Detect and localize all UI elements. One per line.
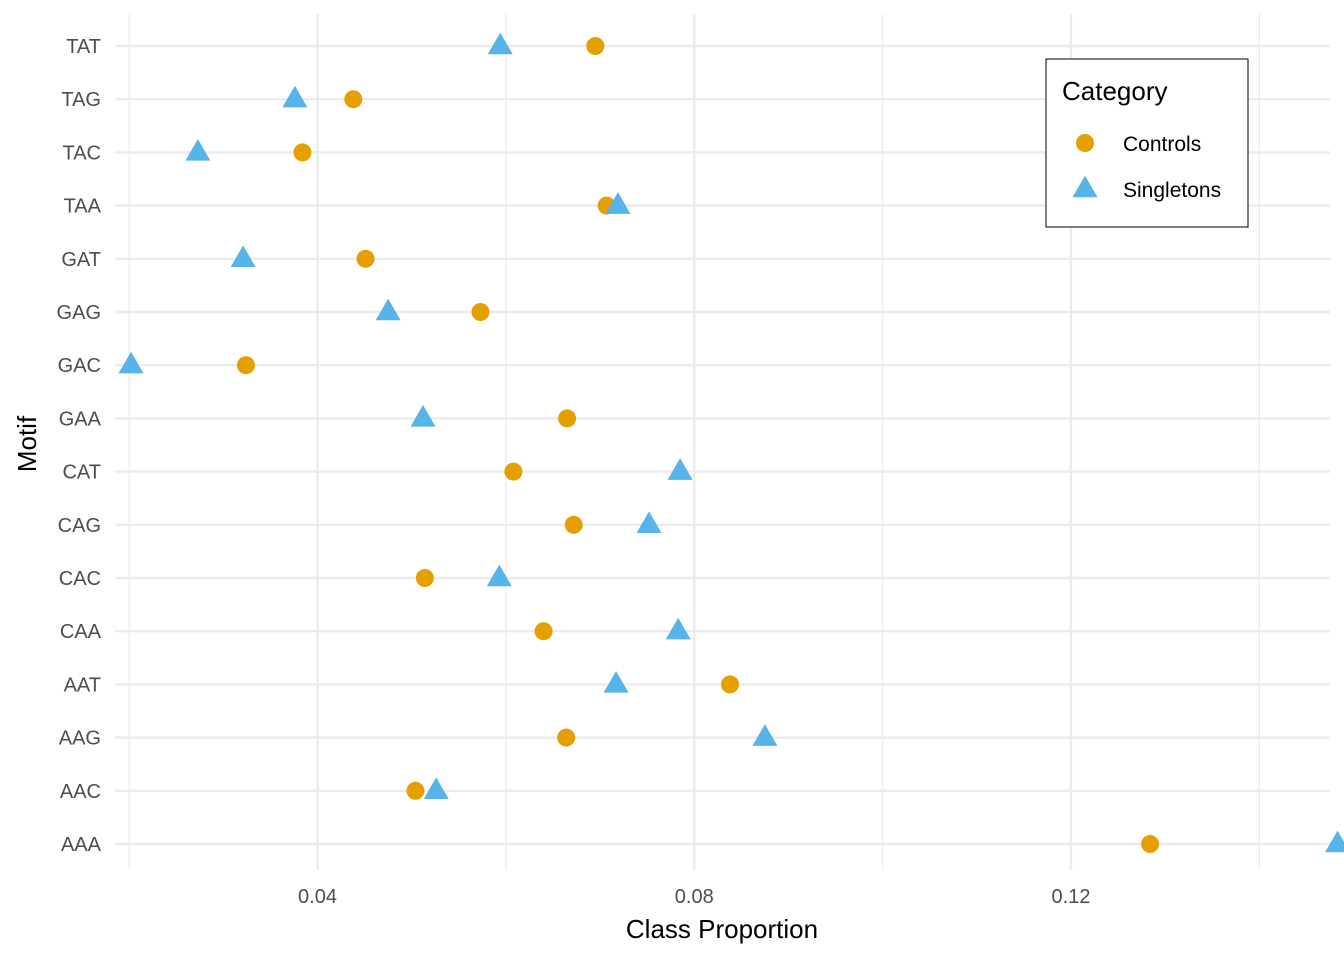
y-tick-label: CAG: [58, 515, 101, 537]
legend-key-controls: [1076, 134, 1094, 152]
data-points: [118, 32, 1344, 853]
point-singletons: [1325, 830, 1344, 853]
y-tick-label: GAA: [59, 408, 102, 430]
point-singletons: [605, 192, 631, 214]
legend-label-singletons: Singletons: [1123, 179, 1221, 202]
legend-label-controls: Controls: [1123, 133, 1201, 156]
point-singletons: [185, 138, 211, 161]
point-controls: [406, 781, 425, 800]
y-axis-ticks: TAT TAG TAC TAA GAT GAG GAC GAA CAT CAG CAC CAA AAT A…: [57, 36, 102, 856]
point-controls: [558, 409, 577, 428]
y-tick-label: TAC: [62, 142, 101, 164]
legend-title: Category: [1062, 76, 1168, 106]
y-tick-label: AAC: [60, 781, 101, 803]
point-controls: [504, 462, 523, 481]
point-controls: [356, 249, 375, 268]
x-tick-label: 0.12: [1052, 886, 1091, 908]
y-tick-label: AAT: [64, 674, 101, 696]
point-singletons: [230, 245, 256, 268]
point-singletons: [410, 404, 436, 427]
legend-key-singletons: [1072, 175, 1098, 198]
point-controls: [344, 90, 363, 109]
y-tick-label: CAA: [60, 621, 102, 643]
point-singletons: [636, 511, 662, 534]
point-controls: [557, 728, 576, 747]
point-singletons: [423, 777, 449, 800]
point-controls: [564, 515, 583, 534]
y-tick-label: TAA: [64, 196, 102, 218]
point-controls: [586, 37, 605, 55]
x-axis-title: Class Proportion: [626, 914, 818, 944]
point-controls: [415, 569, 434, 587]
y-tick-label: AAG: [59, 728, 101, 750]
point-singletons: [486, 564, 512, 587]
point-controls: [236, 356, 255, 375]
point-singletons: [282, 85, 308, 108]
y-tick-label: GAC: [58, 355, 101, 377]
legend: Category Controls Singletons: [1045, 58, 1249, 228]
point-singletons: [752, 724, 778, 746]
point-controls: [534, 622, 553, 641]
y-tick-label: AAA: [61, 834, 102, 856]
y-tick-label: TAT: [66, 36, 101, 58]
point-controls: [293, 143, 312, 162]
x-tick-label: 0.04: [298, 886, 337, 908]
x-axis-ticks: 0.04 0.08 0.12: [298, 886, 1090, 908]
point-singletons: [603, 670, 629, 693]
x-tick-label: 0.08: [675, 886, 714, 908]
point-singletons: [487, 32, 513, 55]
point-controls: [1141, 835, 1160, 853]
point-singletons: [375, 298, 401, 321]
point-controls: [471, 303, 490, 321]
y-axis-title: Motif: [12, 415, 42, 472]
point-singletons: [118, 351, 144, 374]
point-singletons: [665, 617, 691, 640]
y-tick-label: CAT: [62, 462, 101, 484]
legend-items: Controls Singletons: [1072, 133, 1221, 202]
point-singletons: [667, 458, 693, 480]
point-controls: [721, 675, 740, 694]
y-tick-label: CAC: [59, 568, 101, 590]
y-tick-label: TAG: [61, 89, 101, 111]
y-tick-label: GAG: [57, 302, 101, 324]
y-tick-label: GAT: [61, 249, 101, 271]
